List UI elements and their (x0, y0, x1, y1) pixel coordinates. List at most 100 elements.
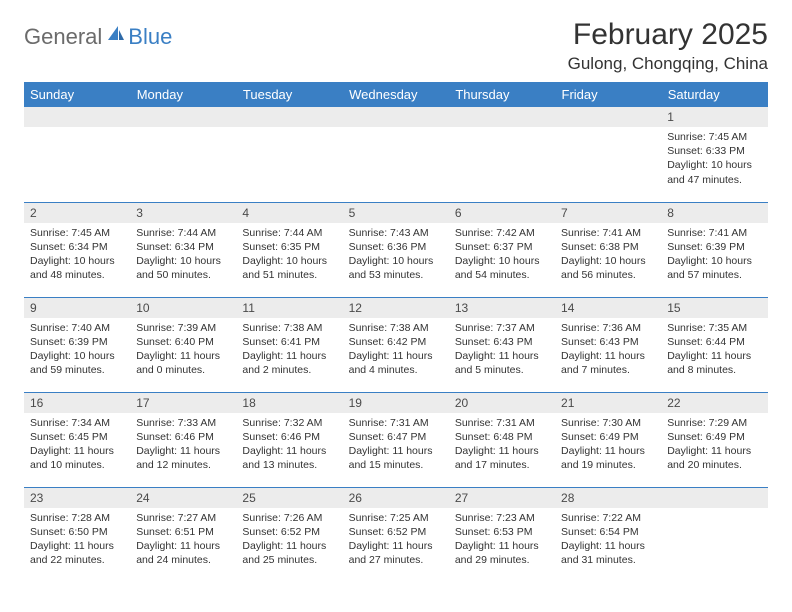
daylight-text: Daylight: 10 hours and 51 minutes. (242, 254, 336, 282)
calendar-day-cell (24, 107, 130, 202)
day-number: 1 (661, 107, 767, 127)
sunset-text: Sunset: 6:48 PM (455, 430, 549, 444)
logo-text-1: General (24, 24, 102, 50)
daylight-text: Daylight: 11 hours and 22 minutes. (30, 539, 124, 567)
day-header-sun: Sunday (24, 82, 130, 107)
day-number (449, 107, 555, 127)
logo-text-2: Blue (128, 24, 172, 50)
sunset-text: Sunset: 6:47 PM (349, 430, 443, 444)
day-number: 20 (449, 393, 555, 413)
daylight-text: Daylight: 11 hours and 0 minutes. (136, 349, 230, 377)
day-number: 27 (449, 488, 555, 508)
day-number: 19 (343, 393, 449, 413)
calendar-day-cell: 13Sunrise: 7:37 AMSunset: 6:43 PMDayligh… (449, 297, 555, 392)
daylight-text: Daylight: 10 hours and 53 minutes. (349, 254, 443, 282)
day-number: 13 (449, 298, 555, 318)
daylight-text: Daylight: 10 hours and 50 minutes. (136, 254, 230, 282)
calendar-day-cell: 14Sunrise: 7:36 AMSunset: 6:43 PMDayligh… (555, 297, 661, 392)
sunrise-text: Sunrise: 7:35 AM (667, 321, 761, 335)
day-number: 26 (343, 488, 449, 508)
daylight-text: Daylight: 11 hours and 31 minutes. (561, 539, 655, 567)
day-number: 6 (449, 203, 555, 223)
sunrise-text: Sunrise: 7:38 AM (349, 321, 443, 335)
sunrise-text: Sunrise: 7:45 AM (667, 130, 761, 144)
calendar-table: Sunday Monday Tuesday Wednesday Thursday… (24, 82, 768, 582)
daylight-text: Daylight: 11 hours and 4 minutes. (349, 349, 443, 377)
sunset-text: Sunset: 6:51 PM (136, 525, 230, 539)
calendar-day-cell (130, 107, 236, 202)
calendar-day-cell: 19Sunrise: 7:31 AMSunset: 6:47 PMDayligh… (343, 392, 449, 487)
sunrise-text: Sunrise: 7:44 AM (136, 226, 230, 240)
sunrise-text: Sunrise: 7:27 AM (136, 511, 230, 525)
day-number: 4 (236, 203, 342, 223)
sunset-text: Sunset: 6:43 PM (455, 335, 549, 349)
day-content: Sunrise: 7:43 AMSunset: 6:36 PMDaylight:… (343, 223, 449, 287)
sunrise-text: Sunrise: 7:28 AM (30, 511, 124, 525)
day-header-sat: Saturday (661, 82, 767, 107)
day-number: 9 (24, 298, 130, 318)
daylight-text: Daylight: 10 hours and 54 minutes. (455, 254, 549, 282)
sunset-text: Sunset: 6:52 PM (349, 525, 443, 539)
day-number: 21 (555, 393, 661, 413)
sunset-text: Sunset: 6:34 PM (30, 240, 124, 254)
day-number: 25 (236, 488, 342, 508)
sunrise-text: Sunrise: 7:30 AM (561, 416, 655, 430)
day-content: Sunrise: 7:38 AMSunset: 6:41 PMDaylight:… (236, 318, 342, 382)
sunset-text: Sunset: 6:52 PM (242, 525, 336, 539)
calendar-day-cell (236, 107, 342, 202)
day-number: 17 (130, 393, 236, 413)
day-number: 11 (236, 298, 342, 318)
day-number: 15 (661, 298, 767, 318)
day-number (236, 107, 342, 127)
day-content: Sunrise: 7:23 AMSunset: 6:53 PMDaylight:… (449, 508, 555, 572)
calendar-day-cell (449, 107, 555, 202)
sunset-text: Sunset: 6:38 PM (561, 240, 655, 254)
sunrise-text: Sunrise: 7:25 AM (349, 511, 443, 525)
calendar-day-cell (661, 487, 767, 582)
sunset-text: Sunset: 6:35 PM (242, 240, 336, 254)
sunrise-text: Sunrise: 7:41 AM (667, 226, 761, 240)
day-content: Sunrise: 7:29 AMSunset: 6:49 PMDaylight:… (661, 413, 767, 477)
calendar-day-cell: 23Sunrise: 7:28 AMSunset: 6:50 PMDayligh… (24, 487, 130, 582)
calendar-week-row: 9Sunrise: 7:40 AMSunset: 6:39 PMDaylight… (24, 297, 768, 392)
logo: General Blue (24, 18, 172, 50)
day-number (24, 107, 130, 127)
daylight-text: Daylight: 11 hours and 2 minutes. (242, 349, 336, 377)
day-content: Sunrise: 7:36 AMSunset: 6:43 PMDaylight:… (555, 318, 661, 382)
daylight-text: Daylight: 10 hours and 57 minutes. (667, 254, 761, 282)
calendar-day-cell: 1Sunrise: 7:45 AMSunset: 6:33 PMDaylight… (661, 107, 767, 202)
sunset-text: Sunset: 6:40 PM (136, 335, 230, 349)
day-number: 7 (555, 203, 661, 223)
sunrise-text: Sunrise: 7:23 AM (455, 511, 549, 525)
daylight-text: Daylight: 10 hours and 59 minutes. (30, 349, 124, 377)
calendar-day-cell: 6Sunrise: 7:42 AMSunset: 6:37 PMDaylight… (449, 202, 555, 297)
sunrise-text: Sunrise: 7:26 AM (242, 511, 336, 525)
daylight-text: Daylight: 10 hours and 56 minutes. (561, 254, 655, 282)
calendar-day-cell (555, 107, 661, 202)
sail-icon (106, 24, 126, 47)
day-content: Sunrise: 7:35 AMSunset: 6:44 PMDaylight:… (661, 318, 767, 382)
sunset-text: Sunset: 6:43 PM (561, 335, 655, 349)
daylight-text: Daylight: 11 hours and 7 minutes. (561, 349, 655, 377)
day-content: Sunrise: 7:41 AMSunset: 6:38 PMDaylight:… (555, 223, 661, 287)
sunrise-text: Sunrise: 7:41 AM (561, 226, 655, 240)
day-content: Sunrise: 7:34 AMSunset: 6:45 PMDaylight:… (24, 413, 130, 477)
calendar-week-row: 2Sunrise: 7:45 AMSunset: 6:34 PMDaylight… (24, 202, 768, 297)
day-header-fri: Friday (555, 82, 661, 107)
calendar-day-cell: 15Sunrise: 7:35 AMSunset: 6:44 PMDayligh… (661, 297, 767, 392)
day-number: 28 (555, 488, 661, 508)
day-content: Sunrise: 7:32 AMSunset: 6:46 PMDaylight:… (236, 413, 342, 477)
day-number: 2 (24, 203, 130, 223)
daylight-text: Daylight: 11 hours and 13 minutes. (242, 444, 336, 472)
sunset-text: Sunset: 6:49 PM (561, 430, 655, 444)
day-header-wed: Wednesday (343, 82, 449, 107)
day-content: Sunrise: 7:42 AMSunset: 6:37 PMDaylight:… (449, 223, 555, 287)
day-content: Sunrise: 7:40 AMSunset: 6:39 PMDaylight:… (24, 318, 130, 382)
daylight-text: Daylight: 11 hours and 10 minutes. (30, 444, 124, 472)
calendar-day-cell: 16Sunrise: 7:34 AMSunset: 6:45 PMDayligh… (24, 392, 130, 487)
day-content: Sunrise: 7:31 AMSunset: 6:47 PMDaylight:… (343, 413, 449, 477)
daylight-text: Daylight: 11 hours and 19 minutes. (561, 444, 655, 472)
sunset-text: Sunset: 6:54 PM (561, 525, 655, 539)
day-content: Sunrise: 7:37 AMSunset: 6:43 PMDaylight:… (449, 318, 555, 382)
day-number: 22 (661, 393, 767, 413)
